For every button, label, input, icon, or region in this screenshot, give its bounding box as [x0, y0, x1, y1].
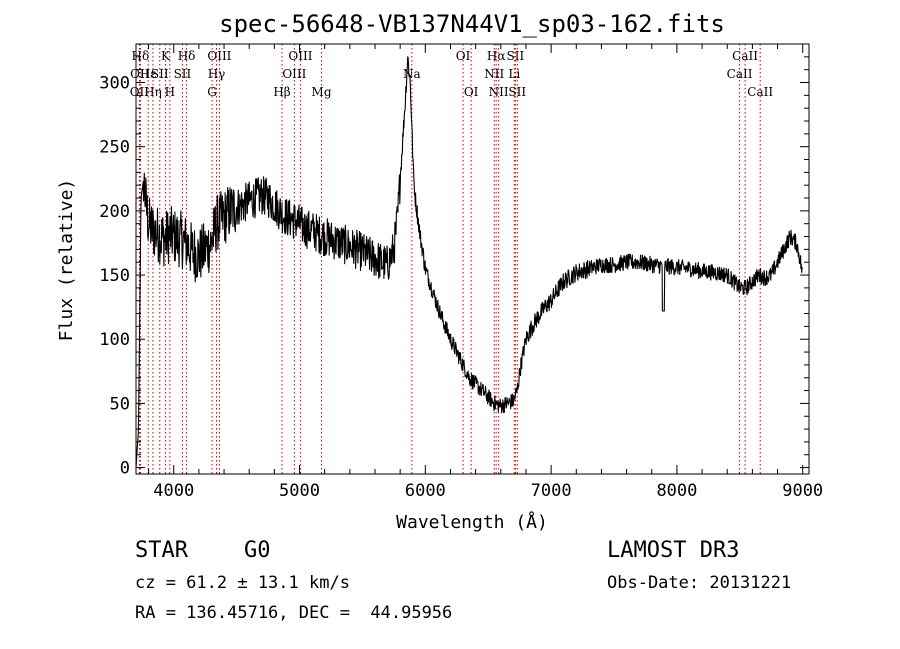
y-tick-label: 250 [99, 138, 130, 158]
survey-name: LAMOST DR3 [607, 538, 740, 563]
line-marker-label: Hδ [178, 49, 196, 63]
line-marker-label: OI [464, 85, 479, 99]
line-marker-label: SII [507, 49, 525, 63]
object-subclass: G0 [244, 538, 271, 563]
y-tick-label: 50 [110, 394, 130, 414]
line-marker-label: OII [130, 67, 150, 81]
y-tick-label: 300 [99, 74, 130, 94]
line-marker-label: H [165, 85, 175, 99]
x-tick-label: 8000 [656, 481, 697, 501]
x-tick-label: 4000 [153, 481, 194, 501]
line-marker-label: Hε [140, 67, 157, 81]
plot-frame [135, 43, 810, 475]
line-marker-label: K [161, 49, 171, 63]
line-marker-label: Hβ [273, 85, 290, 99]
ra-dec: RA = 136.45716, DEC = 44.95956 [135, 603, 453, 623]
line-marker-label: Mg [312, 85, 332, 99]
line-marker-label: Na [403, 67, 421, 81]
x-tick-label: 7000 [531, 481, 572, 501]
y-axis-label: Flux (relative) [56, 179, 77, 342]
line-marker-label: Li [508, 67, 520, 81]
line-marker-label: SII [174, 67, 192, 81]
line-marker-label: G [207, 85, 217, 99]
line-marker-label: OIII [288, 49, 312, 63]
spectrum-line [135, 56, 803, 468]
y-tick-label: 0 [120, 459, 130, 479]
x-tick-label: 6000 [405, 481, 446, 501]
line-marker-label: SII [151, 67, 169, 81]
line-marker-label: NII [484, 67, 504, 81]
object-class: STAR [135, 538, 188, 563]
y-tick-label: 200 [99, 202, 130, 222]
x-tick-label: 5000 [279, 481, 320, 501]
y-tick-label: 150 [99, 266, 130, 286]
x-axis-label: Wavelength (Å) [396, 511, 548, 533]
obs-date: Obs-Date: 20131221 [607, 573, 792, 593]
chart-title: spec-56648-VB137N44V1_sp03-162.fits [219, 10, 725, 38]
line-marker-label: OIII [282, 67, 306, 81]
line-marker-label: CaII [747, 85, 773, 99]
line-marker-label: Hη [144, 85, 162, 99]
redshift-cz: cz = 61.2 ± 13.1 km/s [135, 573, 350, 593]
line-marker-label: Hδ [132, 49, 150, 63]
line-marker-label: CaII [727, 67, 753, 81]
x-tick-label: 9000 [782, 481, 823, 501]
line-marker-label: SII [508, 85, 526, 99]
line-marker-label: OIII [207, 49, 231, 63]
line-marker-label: OI [456, 49, 471, 63]
axes: 4000 5000 6000 7000 8000 9000 0 50 100 150 200 250 3… [99, 44, 823, 501]
spectrum-series [135, 56, 803, 468]
line-marker-label: NII [489, 85, 509, 99]
line-marker-label: Hα [487, 49, 506, 63]
line-marker-label: OII [130, 85, 150, 99]
y-tick-label: 100 [99, 330, 130, 350]
line-marker-label: Hγ [208, 67, 226, 81]
line-marker-label: CaII [732, 49, 758, 63]
